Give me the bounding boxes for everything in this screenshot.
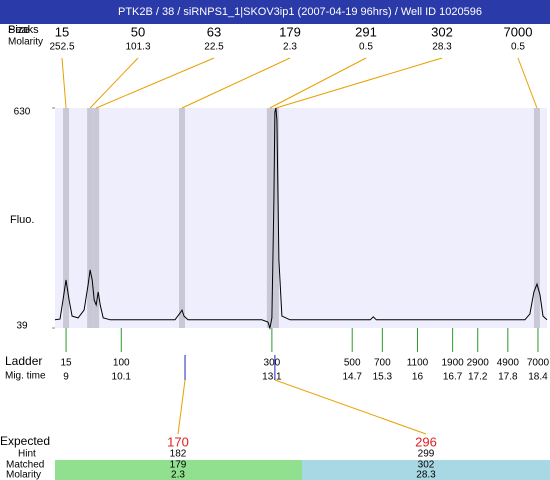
peak-size: 179: [279, 24, 301, 39]
ladder-mig-time: 13.1: [262, 372, 282, 383]
chart-title: PTK2B / 38 / siRNPS1_1|SKOV3ip1 (2007-04…: [118, 6, 482, 18]
ladder-mig-time: 16: [412, 372, 424, 383]
expected-size: 170: [167, 434, 189, 449]
ladder-label: Ladder: [5, 354, 42, 368]
ladder-mig-time: 16.7: [443, 372, 463, 383]
ladder-size: 2900: [467, 358, 490, 369]
peak-connector: [275, 57, 443, 109]
ladder-size: 7000: [527, 358, 550, 369]
peak-band: [87, 108, 94, 328]
matched-label: Matched: [6, 460, 44, 471]
ladder-size: 100: [113, 358, 130, 369]
hint-size: 182: [170, 449, 187, 460]
peak-molarity: 0.5: [511, 42, 525, 53]
hint-size: 299: [418, 449, 435, 460]
size-label: Size: [8, 24, 29, 36]
mig-time-label: Mig. time: [5, 371, 46, 382]
peak-connector: [517, 57, 538, 109]
ladder-size: 4900: [497, 358, 520, 369]
ladder-mig-time: 17.2: [468, 372, 488, 383]
plot-area: [55, 108, 547, 328]
peak-size: 50: [131, 24, 145, 39]
peak-connector: [181, 57, 291, 109]
peak-band: [93, 108, 100, 328]
peak-size: 291: [355, 24, 377, 39]
peak-band: [272, 108, 279, 328]
peak-band: [266, 108, 273, 328]
ladder-mig-time: 17.8: [498, 372, 518, 383]
ladder-mig-time: 10.1: [112, 372, 132, 383]
matched-size: 179: [170, 460, 187, 471]
expected-connector: [177, 379, 186, 435]
ladder-size: 15: [60, 358, 72, 369]
peak-molarity: 2.3: [283, 42, 297, 53]
expected-label: Expected: [0, 434, 50, 448]
matched-bar: [302, 460, 550, 480]
peak-connector: [269, 57, 367, 109]
matched-molarity: 28.3: [416, 470, 436, 480]
expected-connector: [274, 379, 427, 435]
ladder-mig-time: 18.4: [528, 372, 548, 383]
peak-connector: [95, 57, 215, 109]
expected-molarity-label: Molarity: [6, 470, 41, 480]
molarity-label: Molarity: [8, 37, 43, 48]
peaks-label: Peaks: [8, 24, 39, 36]
y-tick-label: 630: [14, 107, 31, 118]
ladder-size: 300: [264, 358, 281, 369]
ladder-mig-time: 15.3: [373, 372, 393, 383]
peak-connector: [61, 57, 67, 109]
y-axis-label: Fluo.: [10, 214, 34, 226]
ladder-size: 1100: [407, 358, 429, 369]
peak-molarity: 28.3: [432, 42, 452, 53]
peak-molarity: 0.5: [359, 42, 373, 53]
ladder-size: 700: [374, 358, 391, 369]
hint-label: Hint: [18, 449, 36, 460]
y-tick-label: 39: [16, 321, 28, 332]
peak-band: [63, 108, 70, 328]
peak-size: 15: [55, 24, 69, 39]
peak-size: 7000: [504, 24, 533, 39]
ladder-mig-time: 14.7: [342, 372, 362, 383]
title-bar: [0, 0, 550, 24]
peak-size: 63: [207, 24, 221, 39]
peak-band: [179, 108, 186, 328]
peak-molarity: 101.3: [125, 42, 150, 53]
peak-size: 302: [431, 24, 453, 39]
trace: [54, 107, 548, 330]
matched-bar: [55, 460, 302, 480]
matched-molarity: 2.3: [171, 470, 185, 480]
matched-size: 302: [418, 460, 435, 471]
ladder-size: 1900: [441, 358, 464, 369]
ladder-size: 500: [344, 358, 361, 369]
peak-molarity: 252.5: [49, 42, 74, 53]
peak-molarity: 22.5: [204, 42, 224, 53]
peak-connector: [89, 57, 139, 109]
ladder-mig-time: 9: [63, 372, 69, 383]
peak-band: [533, 108, 540, 328]
expected-size: 296: [415, 434, 437, 449]
